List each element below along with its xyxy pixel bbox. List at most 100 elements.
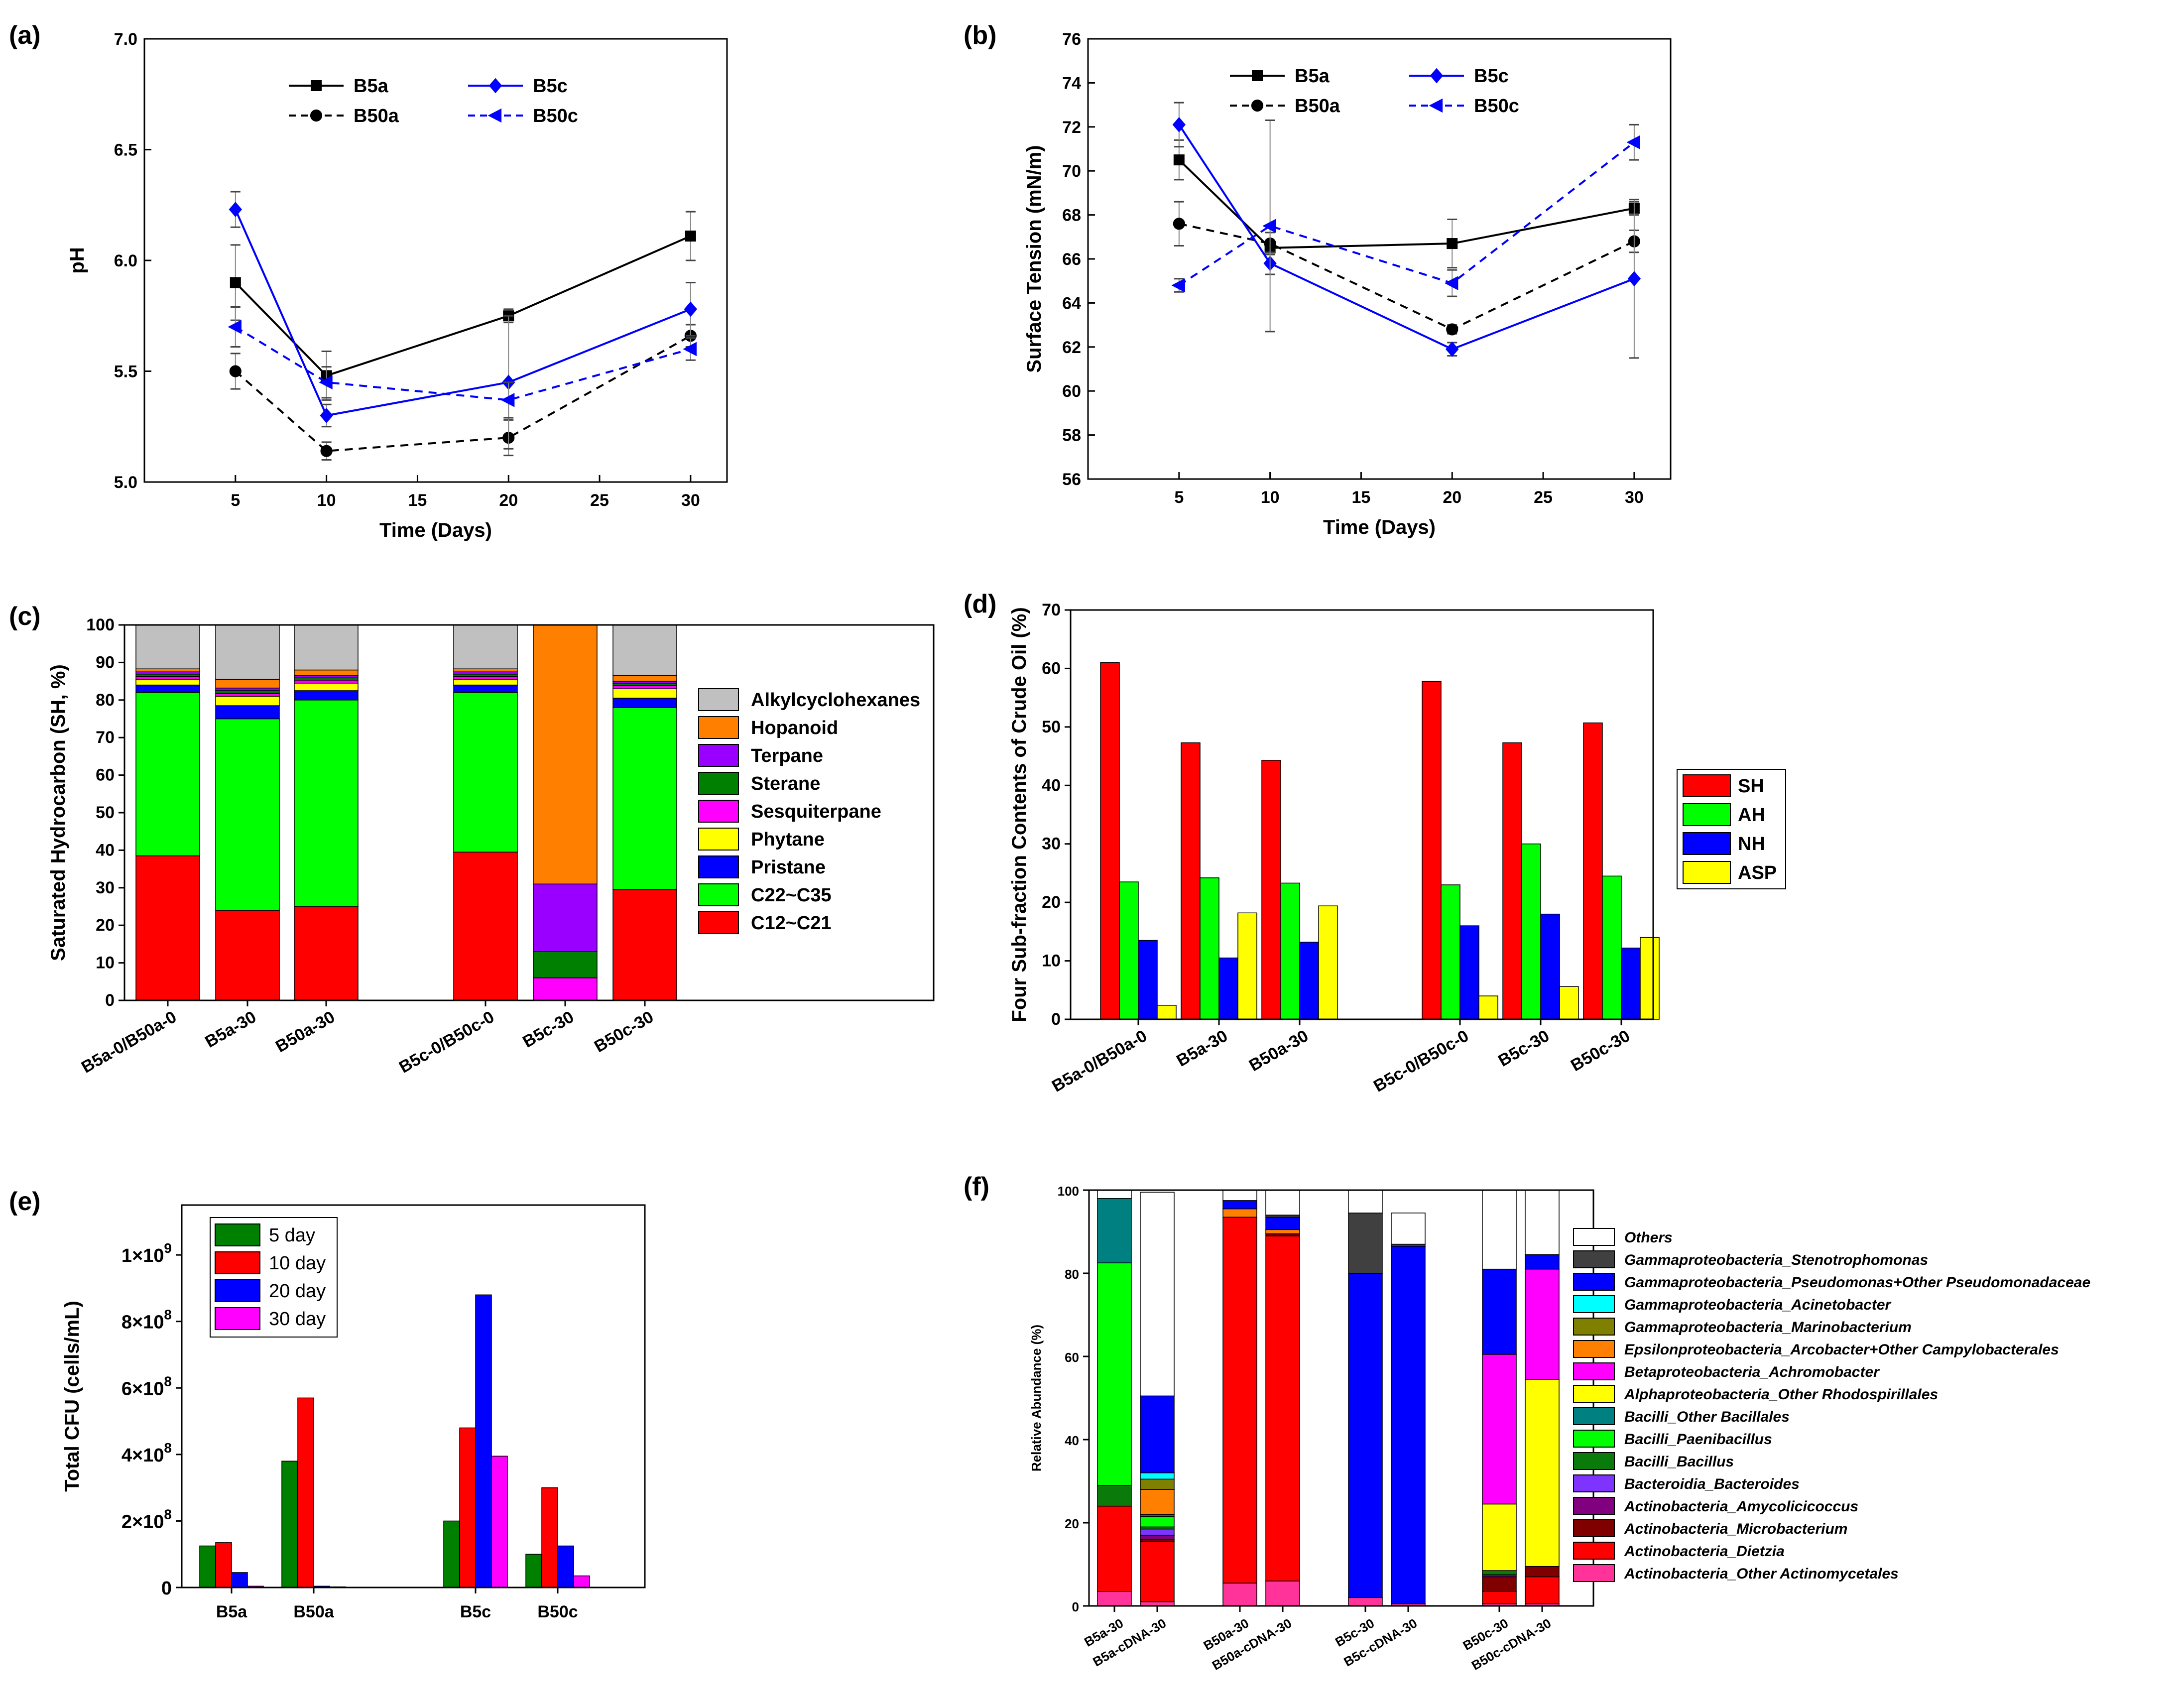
y-tick-mantissa: 4×10 — [121, 1445, 164, 1466]
y-tick-exponent: 8 — [164, 1307, 172, 1323]
panel-label: (a) — [9, 21, 41, 50]
legend-label: AH — [1738, 805, 1765, 826]
legend-swatch — [215, 1251, 260, 1274]
bar — [297, 1397, 314, 1588]
bar-segment — [215, 693, 280, 697]
x-tick-label: B50a-30 — [1246, 1026, 1312, 1075]
legend-swatch — [698, 855, 739, 878]
legend-label: B50a — [1295, 96, 1340, 117]
legend-swatch — [1573, 1564, 1615, 1582]
data-point — [1447, 238, 1458, 249]
legend-label: B5c — [1474, 66, 1509, 87]
data-point — [1446, 323, 1458, 336]
bar — [1157, 1005, 1177, 1020]
bar-segment — [1348, 1213, 1383, 1274]
legend-swatch — [698, 800, 739, 823]
legend-marker — [311, 80, 322, 91]
panel-c: (c) 0 10 20 30 40 50 60 70 80 90 100 B5a-0/B50a-0 B5a… — [9, 602, 935, 1077]
legend-swatch — [1573, 1385, 1615, 1403]
bar — [1583, 722, 1603, 1020]
bar-segment — [1265, 1190, 1300, 1216]
data-point — [1172, 117, 1186, 132]
y-axis-title: Surface Tension (mN/m) — [1023, 145, 1045, 372]
x-tick-label: B50c — [537, 1602, 578, 1621]
y-tick-label: 4×108 — [121, 1440, 172, 1466]
bar — [1640, 937, 1660, 1020]
legend-label: Phytane — [751, 829, 825, 850]
series-B50c — [228, 306, 697, 419]
y-tick-label: 58 — [1062, 426, 1081, 445]
legend-label: Betaproteobacteria_Achromobacter — [1624, 1364, 1880, 1380]
legend-swatch — [1683, 774, 1731, 797]
legend-swatch — [215, 1223, 260, 1246]
bar-segment — [1265, 1217, 1300, 1230]
y-tick-label: 6.5 — [114, 141, 137, 160]
panel-d: (d) 0 10 20 30 40 50 60 70 B5a-0/B50a-0 B5a-30 B50a… — [964, 590, 1786, 1096]
legend-swatch — [698, 911, 739, 934]
y-tick-label: 76 — [1062, 30, 1081, 49]
legend-swatch — [1573, 1542, 1615, 1560]
bar-segment — [1525, 1190, 1560, 1255]
legend-label: Gammaproteobacteria_Marinobacterium — [1624, 1319, 1912, 1336]
bar-segment — [1525, 1254, 1560, 1270]
series-line — [1178, 124, 1635, 351]
panel-label: (f) — [964, 1172, 989, 1201]
bar-segment — [1348, 1273, 1383, 1598]
y-tick-mantissa: 2×10 — [121, 1511, 164, 1532]
panel-label: (b) — [964, 21, 996, 50]
legend-label: Actinobacteria_Other Actinomycetales — [1624, 1566, 1899, 1582]
bar — [1318, 905, 1338, 1020]
y-tick-label: 80 — [1065, 1267, 1079, 1282]
y-tick-mantissa: 0 — [161, 1578, 172, 1599]
x-tick-label: 25 — [1534, 488, 1553, 507]
y-tick-label: 62 — [1062, 338, 1081, 357]
plot-frame — [1087, 38, 1672, 480]
bar — [215, 1542, 232, 1588]
y-tick-label: 30 — [1042, 835, 1061, 854]
bar-segment — [453, 624, 518, 669]
y-tick-exponent: 8 — [164, 1373, 172, 1389]
legend-label: 10 day — [269, 1253, 326, 1274]
data-point — [1626, 135, 1640, 150]
data-point — [319, 375, 333, 390]
data-point — [1444, 276, 1458, 290]
bar-segment — [135, 692, 200, 856]
bar — [1100, 662, 1120, 1020]
legend-label: Gammaproteobacteria_Stenotrophomonas — [1624, 1252, 1928, 1268]
legend-label: Hopanoid — [751, 718, 838, 738]
series-line — [235, 235, 691, 377]
data-point — [230, 277, 241, 288]
legend-marker — [488, 78, 502, 94]
legend-label: B5a — [354, 76, 389, 97]
legend-marker — [1251, 99, 1264, 112]
y-tick-label: 5.5 — [114, 363, 137, 381]
bar — [1119, 881, 1139, 1020]
y-tick-label: 0 — [1072, 1599, 1079, 1614]
bar — [1502, 742, 1522, 1020]
x-tick-label: B5c — [460, 1602, 491, 1621]
bar — [1280, 882, 1300, 1020]
legend-label: B50c — [1474, 96, 1519, 117]
bar-segment — [1140, 1528, 1175, 1536]
bar — [1540, 913, 1560, 1020]
x-tick-label: 30 — [1625, 488, 1644, 507]
x-tick-label: 20 — [499, 491, 518, 510]
legend-label: Alphaproteobacteria_Other Rhodospirillal… — [1624, 1386, 1938, 1403]
legend-label: 30 day — [269, 1309, 326, 1330]
bar-segment — [1482, 1591, 1517, 1604]
bar-segment — [453, 676, 518, 680]
y-tick-label: 40 — [96, 841, 115, 859]
legend-label: Bacteroidia_Bacteroides — [1624, 1476, 1800, 1492]
legend-swatch — [1683, 803, 1731, 826]
bar-segment — [135, 668, 200, 673]
bar-segment — [1222, 1208, 1257, 1218]
series-line — [234, 209, 691, 417]
bar-segment — [1525, 1268, 1560, 1380]
x-tick-label: 30 — [681, 491, 700, 510]
y-axis-title: Relative Abundance (%) — [1029, 1325, 1044, 1471]
x-tick-label: B5a-30 — [1173, 1026, 1231, 1071]
y-tick-label: 7.0 — [114, 30, 137, 49]
y-tick-label: 10 — [1042, 952, 1061, 971]
y-tick-label: 100 — [86, 615, 115, 634]
